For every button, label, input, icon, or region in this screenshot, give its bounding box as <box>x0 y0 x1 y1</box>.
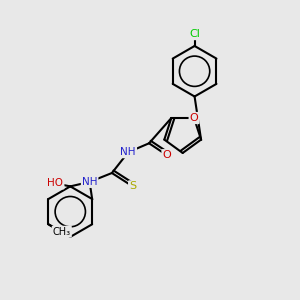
Text: O: O <box>190 113 198 123</box>
Text: CH₃: CH₃ <box>53 227 71 237</box>
Text: O: O <box>163 150 171 160</box>
Text: Cl: Cl <box>189 29 200 39</box>
Text: NH: NH <box>82 177 98 187</box>
Text: S: S <box>129 182 136 191</box>
Text: HO: HO <box>47 178 63 188</box>
Text: NH: NH <box>121 147 136 157</box>
